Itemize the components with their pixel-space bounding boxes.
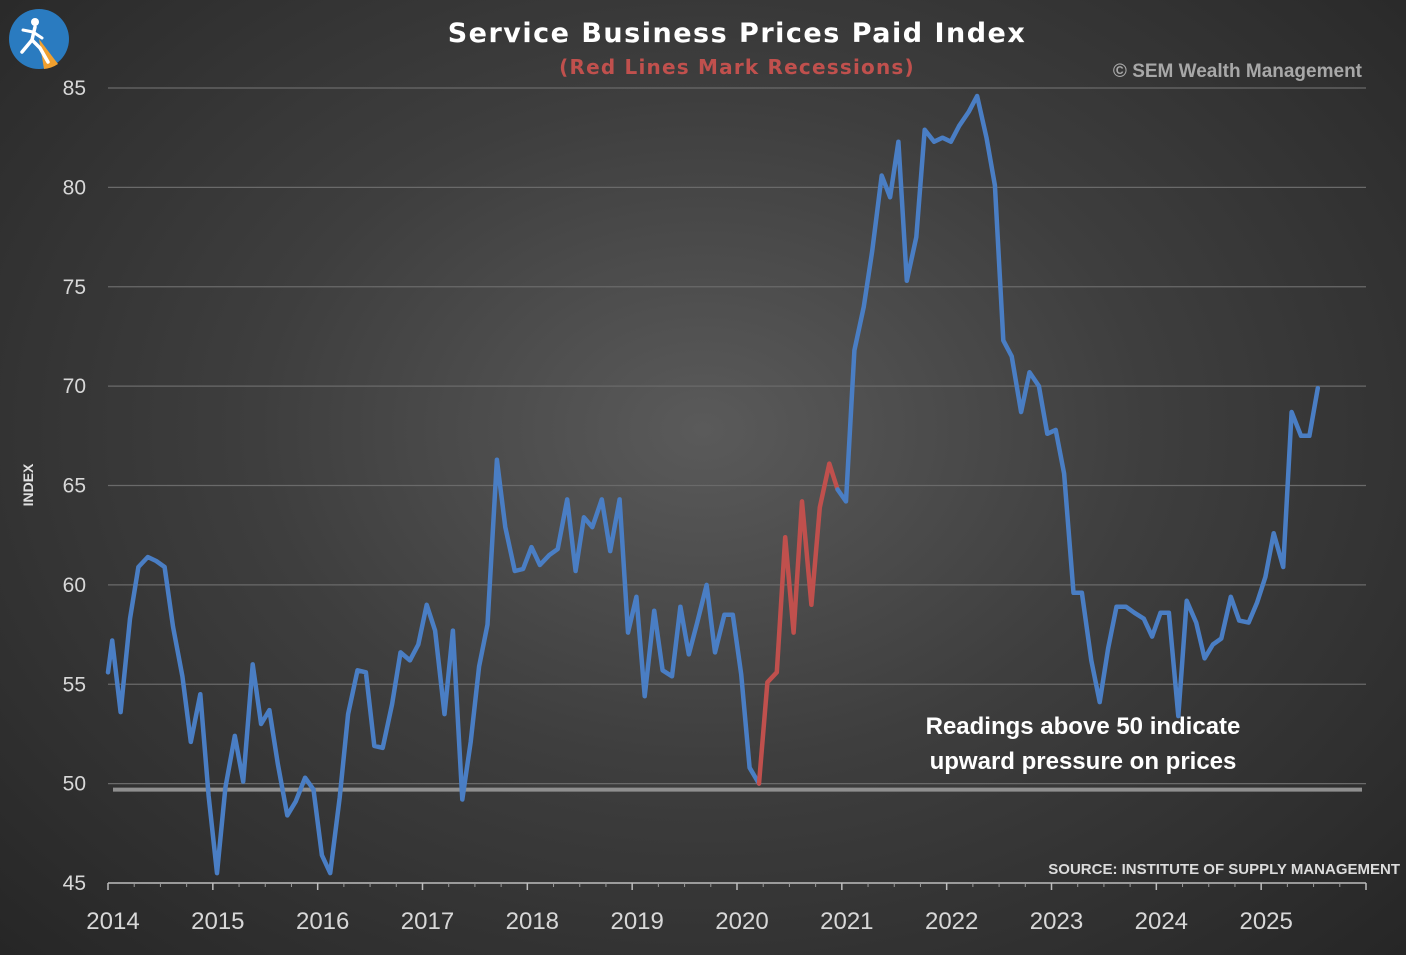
x-tick-label-2017: 2017 [401, 908, 454, 935]
recession-line-segment [756, 461, 840, 786]
y-tick-label: 85 [63, 77, 86, 100]
chart-subtitle: (Red Lines Mark Recessions) [559, 55, 915, 79]
x-tick-label-2014: 2014 [86, 908, 139, 935]
x-tick-label-2020: 2020 [715, 908, 768, 935]
sem-logo-icon [9, 9, 69, 69]
x-tick-label-2021: 2021 [820, 908, 873, 935]
y-tick-label: 70 [63, 375, 86, 398]
x-tick-label-2022: 2022 [925, 908, 978, 935]
x-tick-label-2023: 2023 [1030, 908, 1083, 935]
x-tick-label-2016: 2016 [296, 908, 349, 935]
x-tick-label-2018: 2018 [506, 908, 559, 935]
series-line-segment [835, 93, 1321, 719]
annotation-line-2: upward pressure on prices [930, 748, 1237, 775]
copyright-text: © SEM Wealth Management [1113, 61, 1363, 82]
series-layer [105, 93, 1321, 876]
y-tick-label: 50 [63, 773, 86, 796]
x-tick-label-2019: 2019 [610, 908, 663, 935]
series-line-segment [105, 457, 762, 876]
source-text: SOURCE: INSTITUTE OF SUPPLY MANAGEMENT [1048, 861, 1400, 878]
y-tick-label: 80 [63, 176, 86, 199]
y-axis-label: INDEX [20, 463, 36, 506]
x-axis: 2014 2015 2016 2017 2018 2019 2020 2021 2022 2023… [86, 882, 1367, 935]
y-tick-label: 60 [63, 574, 86, 597]
y-tick-label: 45 [63, 872, 86, 895]
x-tick-label-2024: 2024 [1135, 908, 1188, 935]
gridlines [108, 87, 1366, 785]
y-tick-label: 75 [63, 276, 86, 299]
y-axis-ticks: 45 50 55 60 65 70 75 80 85 [63, 77, 86, 895]
y-tick-label: 65 [63, 475, 86, 498]
x-tick-label-2015: 2015 [191, 908, 244, 935]
y-tick-label: 55 [63, 673, 86, 696]
chart-title: Service Business Prices Paid Index [448, 18, 1027, 49]
annotation-line-1: Readings above 50 indicate [926, 713, 1241, 740]
x-tick-label-2025: 2025 [1239, 908, 1292, 935]
